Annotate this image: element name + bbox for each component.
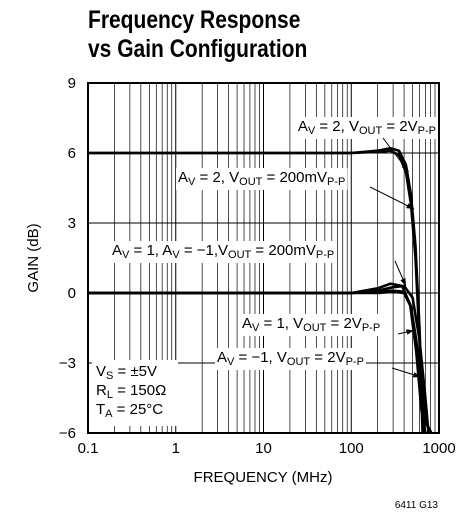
ann-av2-200mv-leader [369,186,415,210]
ann-av2-2vpp-bg [295,117,438,139]
ann-av1-200mv-arrowhead [400,278,406,286]
x-tick-label: 10 [255,440,272,457]
condition-line: RL = 150Ω [96,382,166,401]
ann-av2-200mv-arrowhead [406,203,415,209]
ann-avm1-2vpp-bg [215,348,366,370]
x-axis-label: FREQUENCY (MHz) [194,469,333,486]
ann-av1-2vpp-bg [240,314,383,336]
ann-av1-200mv-bg [110,241,337,263]
y-tick-label: −6 [59,425,76,442]
plot-frame [87,82,440,434]
y-tick-label: 0 [68,285,76,302]
ann-av2-2vpp: AV = 2, VOUT = 2VP-P [298,118,436,137]
y-tick-label: 3 [68,215,76,232]
y-tick-label: 9 [68,75,76,92]
ann-av1-2vpp: AV = 1, VOUT = 2VP-P [242,315,380,334]
y-axis-label: GAIN (dB) [25,223,42,292]
x-tick-label: 1 [172,440,180,457]
chart-title-line-1: Frequency Response [88,6,301,34]
x-tick-label: 0.1 [78,440,99,457]
y-tick-label: 6 [68,145,76,162]
series-avm1-200mv [88,284,430,433]
tick-labels: 0.1 1 10 100 1000 9 6 3 0 −3 −6 [59,75,456,457]
chart-title-line-2: vs Gain Configuration [88,35,308,63]
x-tick-label: 100 [339,440,364,457]
ann-av2-200mv-bg [176,168,348,190]
condition-line: TA = 25°C [96,401,163,420]
figure-id: 6411 G13 [395,500,439,511]
ann-av1-2vpp-arrowhead [406,329,415,335]
conditions-box [92,360,178,426]
ann-av2-2vpp-arrowhead [401,164,409,172]
x-tick-label: 1000 [422,440,455,457]
condition-line: VS = ±5V [96,363,157,382]
annotations: AV = 2, VOUT = 2VP-P AV = 2, VOUT = 200mV… [92,117,438,426]
chart-title: Frequency Response vs Gain Configuration [88,6,374,64]
ann-av1-200mv: AV = 1, AV = −1,VOUT = 200mVP-P [112,242,334,261]
ann-av2-200mv: AV = 2, VOUT = 200mVP-P [178,169,345,188]
y-tick-label: −3 [59,355,76,372]
ann-avm1-2vpp-arrowhead [412,372,421,378]
ann-avm1-2vpp: AV = −1, VOUT = 2VP-P [217,349,364,368]
